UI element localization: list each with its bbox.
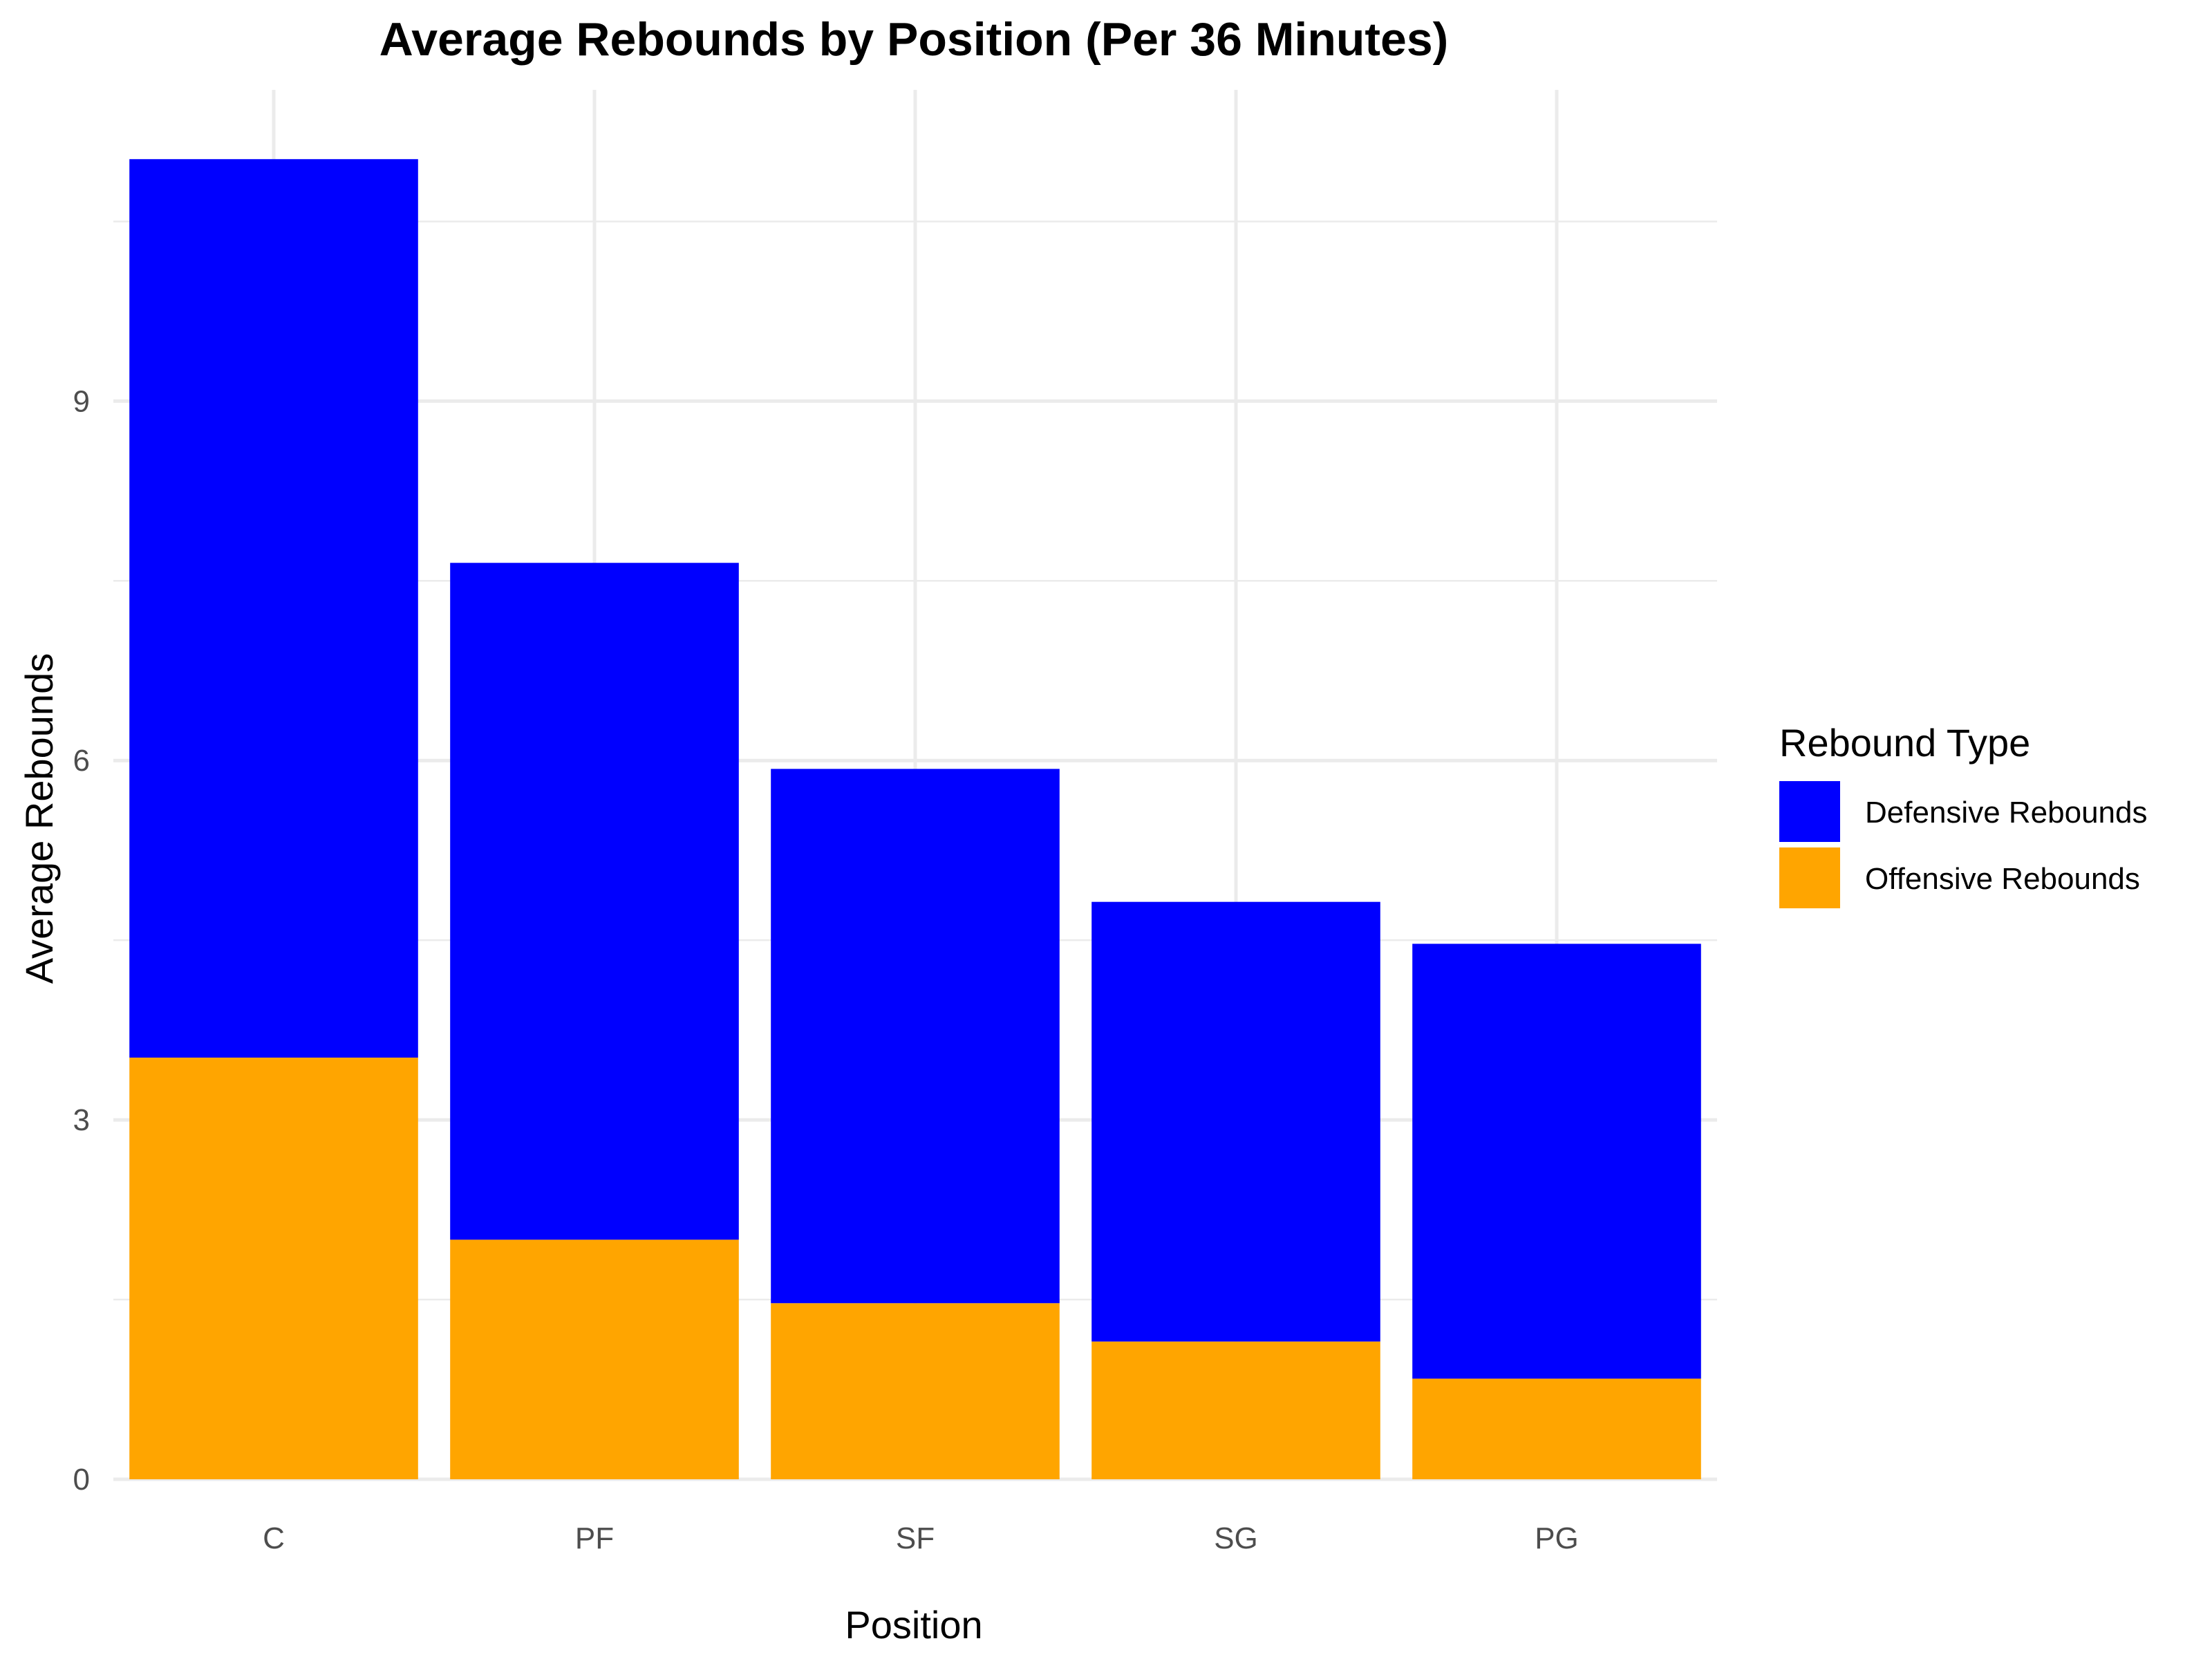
y-tick-label: 3 bbox=[73, 1103, 90, 1137]
bar-pg-offensive-rebounds bbox=[1412, 1378, 1701, 1479]
bar-c-defensive-rebounds bbox=[129, 159, 418, 1058]
bar-sf-defensive-rebounds bbox=[771, 769, 1060, 1304]
x-axis-title: Position bbox=[845, 1603, 982, 1647]
bar-pf-offensive-rebounds bbox=[450, 1239, 739, 1479]
legend-swatch bbox=[1779, 781, 1840, 842]
bars bbox=[129, 159, 1701, 1479]
legend: Rebound Type Defensive Rebounds Offensive… bbox=[1779, 721, 2147, 908]
bar-pf-defensive-rebounds bbox=[450, 563, 739, 1240]
y-axis-title: Average Rebounds bbox=[17, 653, 61, 984]
x-tick-label: SF bbox=[896, 1521, 935, 1555]
bar-sf-offensive-rebounds bbox=[771, 1303, 1060, 1479]
bar-sg-defensive-rebounds bbox=[1091, 901, 1380, 1342]
legend-title: Rebound Type bbox=[1779, 721, 2030, 765]
legend-label: Offensive Rebounds bbox=[1865, 862, 2140, 896]
y-axis-ticks: 0 3 6 9 bbox=[73, 384, 90, 1497]
x-tick-label: PF bbox=[575, 1521, 614, 1555]
x-axis-ticks: C PF SF SG PG bbox=[263, 1521, 1579, 1555]
bar-c-offensive-rebounds bbox=[129, 1057, 418, 1479]
chart-title: Average Rebounds by Position (Per 36 Min… bbox=[379, 13, 1449, 66]
y-tick-label: 9 bbox=[73, 384, 90, 418]
legend-swatch bbox=[1779, 847, 1840, 908]
bar-sg-offensive-rebounds bbox=[1091, 1341, 1380, 1479]
x-tick-label: SG bbox=[1214, 1521, 1258, 1555]
bar-pg-defensive-rebounds bbox=[1412, 944, 1701, 1379]
legend-label: Defensive Rebounds bbox=[1865, 796, 2147, 830]
x-tick-label: C bbox=[263, 1521, 285, 1555]
x-tick-label: PG bbox=[1535, 1521, 1579, 1555]
y-tick-label: 0 bbox=[73, 1463, 90, 1497]
y-tick-label: 6 bbox=[73, 744, 90, 778]
